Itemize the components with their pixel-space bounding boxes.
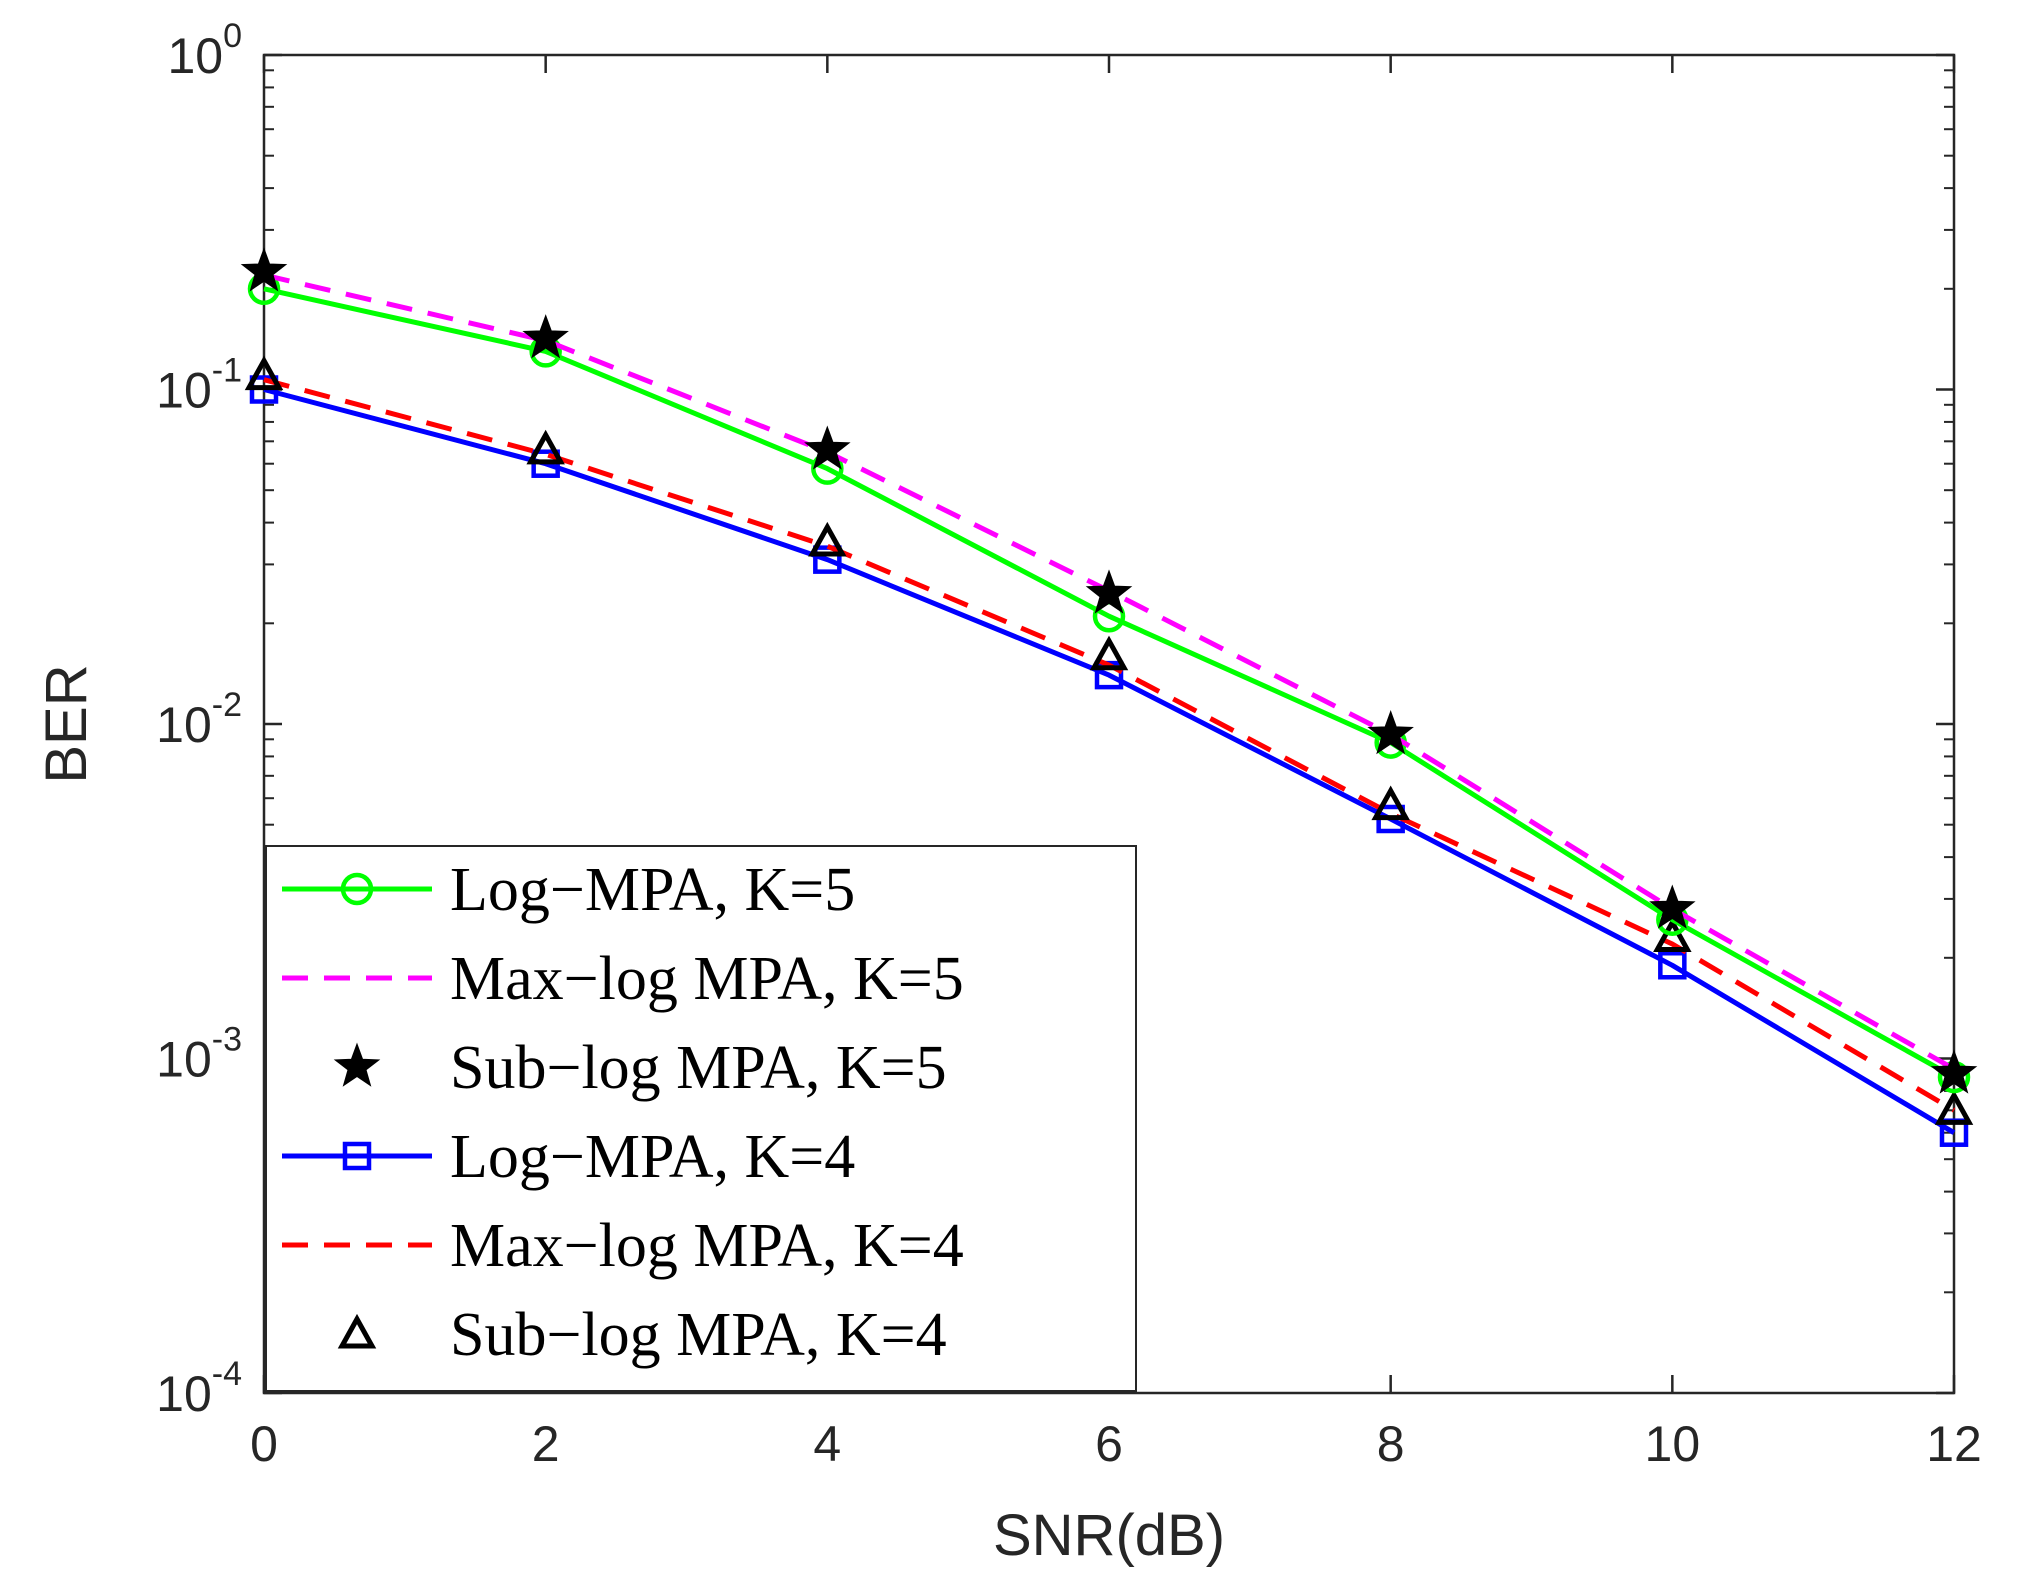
data-point [1367, 710, 1414, 755]
legend-label: Max−log MPA, K=5 [450, 945, 964, 1013]
legend-swatch-marker [337, 1313, 377, 1349]
y-tick-label: 10-3 [156, 1021, 242, 1088]
legend-label: Log−MPA, K=5 [450, 856, 855, 924]
x-tick-label: 12 [1926, 1416, 1982, 1472]
data-point [808, 521, 847, 557]
data-point [522, 314, 569, 359]
y-axis-label: BER [34, 664, 99, 783]
x-tick-label: 0 [250, 1416, 278, 1472]
legend-label: Sub−log MPA, K=4 [450, 1301, 947, 1369]
series-line [263, 377, 1956, 1113]
series-3 [240, 247, 1978, 1094]
legend-item: Max−log MPA, K=5 [282, 945, 964, 1013]
series-6 [244, 355, 1974, 1125]
y-tick-label: 10-4 [156, 1355, 242, 1422]
data-point [1658, 951, 1687, 980]
series-1 [247, 272, 1971, 1094]
legend-label: Log−MPA, K=4 [450, 1123, 855, 1191]
legend-label: Sub−log MPA, K=5 [450, 1034, 947, 1102]
series-line [263, 286, 1956, 1080]
data-point [1649, 884, 1696, 929]
series-5 [263, 377, 1956, 1113]
legend-swatch-marker [340, 872, 374, 906]
data-point [804, 425, 851, 470]
x-tick-label: 8 [1377, 1416, 1405, 1472]
x-tick-label: 6 [1095, 1416, 1123, 1472]
legend-swatch-marker [333, 1042, 381, 1087]
data-point [1371, 785, 1410, 821]
legend-item: Max−log MPA, K=4 [282, 1212, 964, 1280]
series-layer [240, 247, 1978, 1147]
legend-swatch-marker [342, 1141, 372, 1171]
data-point [240, 247, 288, 292]
legend-label: Max−log MPA, K=4 [450, 1212, 964, 1280]
data-point [1934, 1090, 1974, 1125]
data-point [1653, 917, 1692, 953]
x-axis-label: SNR(dB) [993, 1503, 1225, 1568]
y-tick-label: 10-1 [156, 352, 242, 419]
x-tick-label: 4 [813, 1416, 841, 1472]
data-point [1085, 569, 1133, 614]
legend: Log−MPA, K=5 Max−log MPA, K=5 Sub−log MPA,… [265, 845, 1137, 1392]
data-point [244, 355, 284, 391]
data-point [1089, 635, 1129, 671]
tick-labels: 0 2 4 6 8 10 12 100 10-1 10-2 10-3 10-4 [156, 17, 1982, 1472]
y-tick-label: 10-2 [156, 686, 242, 753]
data-point [1930, 1049, 1978, 1094]
data-point [526, 429, 565, 465]
legend-box [265, 845, 1137, 1392]
y-tick-label: 100 [167, 17, 242, 84]
legend-item: Sub−log MPA, K=5 [333, 1034, 947, 1102]
legend-item: Sub−log MPA, K=4 [337, 1301, 947, 1369]
x-tick-label: 10 [1645, 1416, 1701, 1472]
x-tick-label: 2 [532, 1416, 560, 1472]
legend-item: Log−MPA, K=5 [282, 856, 855, 924]
legend-item: Log−MPA, K=4 [282, 1123, 855, 1191]
